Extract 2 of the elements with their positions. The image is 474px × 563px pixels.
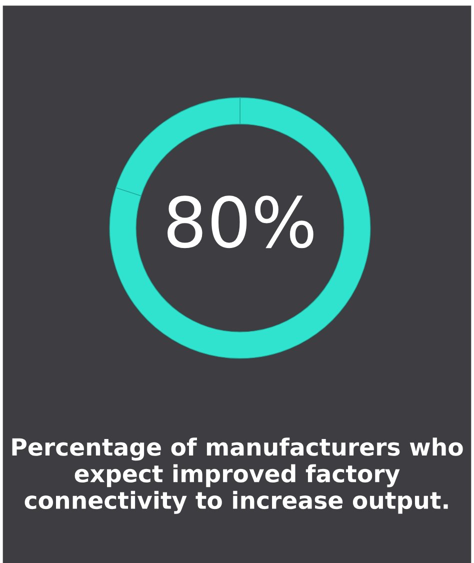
- text: Percentage of manufacturers who expect improved factory connectivity to increase output.: [12, 438, 463, 514]
- data-label: 80%: [168, 196, 314, 248]
